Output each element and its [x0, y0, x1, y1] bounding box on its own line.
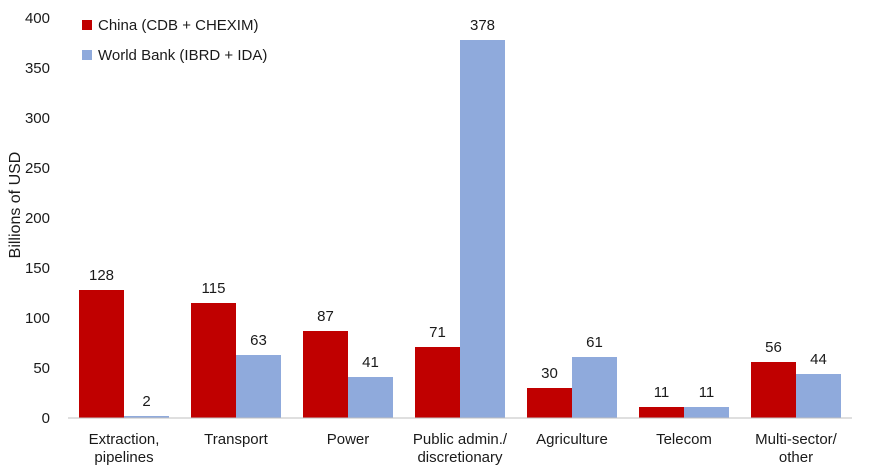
bar-world-bank	[796, 374, 841, 418]
category-label-line: Multi-sector/	[755, 431, 838, 448]
data-label: 11	[699, 384, 715, 401]
legend-swatch	[82, 50, 92, 60]
y-tick-label: 0	[42, 410, 50, 427]
y-tick-label: 350	[25, 60, 50, 77]
y-tick-label: 150	[25, 260, 50, 277]
data-label: 63	[250, 332, 267, 349]
data-label: 128	[89, 267, 114, 284]
legend-swatch	[82, 20, 92, 30]
y-tick-label: 300	[25, 110, 50, 127]
data-labels-group: 128 2 115 63 87 41 71 378 30 61 11 11 56 44	[89, 17, 827, 410]
category-label-line: pipelines	[94, 449, 153, 466]
category-label-line: Power	[327, 431, 370, 448]
data-label: 115	[202, 280, 226, 297]
bar-world-bank	[460, 40, 505, 418]
bars-group	[79, 40, 841, 418]
y-tick-label: 100	[25, 310, 50, 327]
category-label-line: Transport	[204, 431, 268, 448]
bar-world-bank	[572, 357, 617, 418]
data-label: 378	[470, 17, 495, 34]
category-label: Multi-sector/other	[755, 431, 838, 466]
category-label-line: Telecom	[656, 431, 712, 448]
category-label-line: Agriculture	[536, 431, 608, 448]
y-axis-title-group: Billions of USD	[7, 152, 24, 259]
data-label: 61	[586, 334, 603, 351]
bar-world-bank	[124, 416, 169, 418]
legend-label: China (CDB + CHEXIM)	[98, 17, 258, 34]
bar-china	[751, 362, 796, 418]
category-label: Public admin./discretionary	[413, 431, 508, 466]
category-label-line: Extraction,	[89, 431, 160, 448]
data-label: 87	[317, 308, 334, 325]
data-label: 44	[810, 351, 827, 368]
category-label: Transport	[204, 431, 268, 448]
legend-label: World Bank (IBRD + IDA)	[98, 47, 267, 64]
data-label: 2	[142, 393, 150, 410]
category-label: Telecom	[656, 431, 712, 448]
bar-china	[639, 407, 684, 418]
bar-china	[191, 303, 236, 418]
y-axis-ticks: 0 50 100 150 200 250 300 350 400	[25, 10, 50, 427]
bar-world-bank	[236, 355, 281, 418]
y-tick-label: 200	[25, 210, 50, 227]
category-label: Extraction, pipelines	[89, 431, 160, 466]
bar-china	[303, 331, 348, 418]
y-axis-title: Billions of USD	[7, 152, 24, 259]
legend: China (CDB + CHEXIM) World Bank (IBRD + I…	[82, 17, 267, 64]
data-label: 41	[362, 354, 379, 371]
bar-china	[415, 347, 460, 418]
y-tick-label: 50	[33, 360, 50, 377]
category-label-line: discretionary	[417, 449, 503, 466]
bar-china	[79, 290, 124, 418]
category-label: Agriculture	[536, 431, 608, 448]
bar-china	[527, 388, 572, 418]
data-label: 30	[541, 365, 558, 382]
y-tick-label: 250	[25, 160, 50, 177]
category-label: Power	[327, 431, 370, 448]
y-tick-label: 400	[25, 10, 50, 27]
data-label: 11	[654, 384, 670, 401]
x-axis-labels: Extraction, pipelines Transport Power Public…	[89, 431, 838, 466]
bar-world-bank	[684, 407, 729, 418]
category-label-line: Public admin./	[413, 431, 508, 448]
category-label-line: other	[779, 449, 813, 466]
bar-world-bank	[348, 377, 393, 418]
data-label: 71	[429, 324, 446, 341]
data-label: 56	[765, 339, 782, 356]
